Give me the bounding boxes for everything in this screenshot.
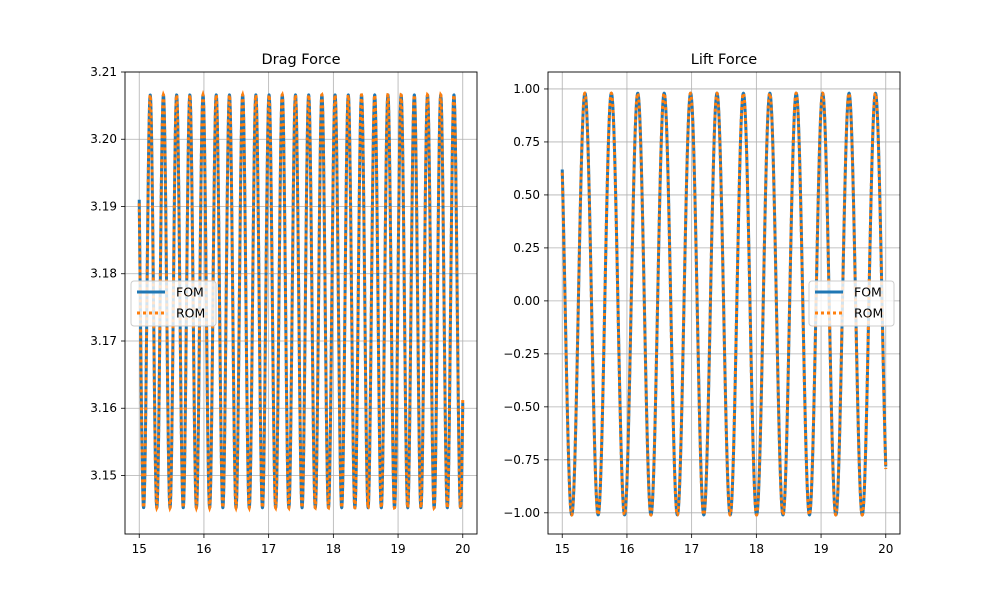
lift-plot-area xyxy=(560,91,888,517)
lift-legend-rom-label: ROM xyxy=(854,306,883,321)
y-tick-label: 3.17 xyxy=(90,334,117,348)
lift-axes-frame xyxy=(547,71,901,535)
x-tick-label: 20 xyxy=(878,542,893,556)
x-tick-label: 18 xyxy=(326,542,341,556)
drag-chart-title: Drag Force xyxy=(261,52,340,68)
x-tick-label: 16 xyxy=(619,542,634,556)
y-tick-label: −0.25 xyxy=(503,347,540,361)
lift-y-ticks: −1.00 −0.75 −0.50 −0.25 0.00 0.25 0.50 0.75 1.00 xyxy=(503,82,548,520)
y-tick-label: −0.75 xyxy=(503,453,540,467)
y-tick-label: 3.20 xyxy=(90,132,117,146)
y-tick-label: 0.75 xyxy=(513,135,540,149)
y-tick-label: −1.00 xyxy=(503,506,540,520)
x-tick-label: 17 xyxy=(261,542,276,556)
y-tick-label: −0.50 xyxy=(503,400,540,414)
drag-force-panel: 15 16 17 18 19 20 3.15 3.16 3.17 3.18 3.19 3.20 3.2… xyxy=(90,52,478,556)
x-tick-label: 15 xyxy=(555,542,570,556)
y-tick-label: 0.00 xyxy=(513,294,540,308)
drag-legend-rom-label: ROM xyxy=(176,306,205,321)
x-tick-label: 20 xyxy=(455,542,470,556)
fom-series-line xyxy=(560,91,888,517)
y-tick-label: 3.21 xyxy=(90,65,117,79)
drag-legend: FOM ROM xyxy=(130,280,217,327)
drag-legend-fom-label: FOM xyxy=(176,285,204,300)
lift-legend-fom-label: FOM xyxy=(854,285,882,300)
lift-force-panel: 15 16 17 18 19 20 −1.00 −0.75 −0.50 −0.25 0.00 0.2… xyxy=(503,52,901,556)
lift-legend: FOM ROM xyxy=(808,280,895,327)
lift-chart-title: Lift Force xyxy=(691,52,758,68)
y-tick-label: 3.16 xyxy=(90,401,117,415)
y-tick-label: 3.15 xyxy=(90,468,117,482)
drag-y-ticks: 3.15 3.16 3.17 3.18 3.19 3.20 3.21 xyxy=(90,65,125,482)
y-tick-label: 0.50 xyxy=(513,188,540,202)
drag-axes-frame xyxy=(124,71,478,535)
y-tick-label: 3.18 xyxy=(90,267,117,281)
x-tick-label: 16 xyxy=(196,542,211,556)
x-tick-label: 19 xyxy=(813,542,828,556)
x-tick-label: 19 xyxy=(390,542,405,556)
x-tick-label: 15 xyxy=(132,542,147,556)
x-tick-label: 17 xyxy=(684,542,699,556)
x-tick-label: 18 xyxy=(749,542,764,556)
y-tick-label: 1.00 xyxy=(513,82,540,96)
rom-series-line xyxy=(560,91,888,517)
drag-x-ticks: 15 16 17 18 19 20 xyxy=(132,534,470,556)
y-tick-label: 0.25 xyxy=(513,241,540,255)
lift-x-ticks: 15 16 17 18 19 20 xyxy=(555,534,893,556)
y-tick-label: 3.19 xyxy=(90,199,117,213)
